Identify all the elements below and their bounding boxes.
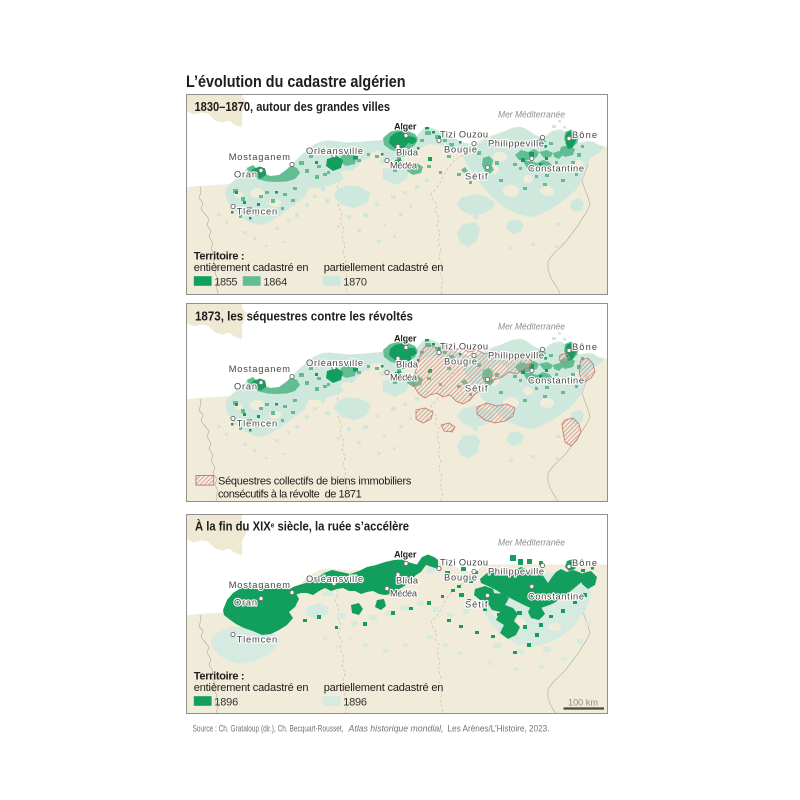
svg-text:1855: 1855 [214,276,237,288]
svg-text:consécutifs à la révolte de 1: consécutifs à la révolte de 1871 [218,489,362,501]
svg-text:Atlas historique mondial,: Atlas historique mondial, [348,724,444,734]
svg-text:1896: 1896 [343,696,367,708]
svg-text:partiellement cadastré en: partiellement cadastré en [324,262,444,274]
svg-text:100 km: 100 km [568,698,598,709]
svg-text:1896: 1896 [214,696,238,708]
svg-text:1870: 1870 [343,276,367,288]
svg-text:1830–1870, autour des grandes: 1830–1870, autour des grandes villes [195,99,391,114]
svg-text:1873, les séquestres contre le: 1873, les séquestres contre les révoltés [195,308,413,323]
svg-text:1864: 1864 [263,276,287,288]
svg-text:À la fin du XIXe siècle, la ru: À la fin du XIXe siècle, la ruée s’accél… [195,519,409,534]
svg-text:entièrement cadastré en: entièrement cadastré en [194,682,309,694]
svg-text:Séquestres collectifs de biens: Séquestres collectifs de biens immobilie… [218,476,412,488]
svg-text:Territoire :: Territoire : [194,671,245,683]
svg-text:Source : Ch. Grataloup (dir.),: Source : Ch. Grataloup (dir.), Ch. Becqu… [193,724,344,734]
svg-text:partiellement cadastré en: partiellement cadastré en [324,682,444,694]
svg-text:Les Arènes/L’Histoire, 2023.: Les Arènes/L’Histoire, 2023. [448,724,550,734]
svg-text:entièrement cadastré en: entièrement cadastré en [194,262,309,274]
svg-text:Territoire :: Territoire : [194,251,245,263]
